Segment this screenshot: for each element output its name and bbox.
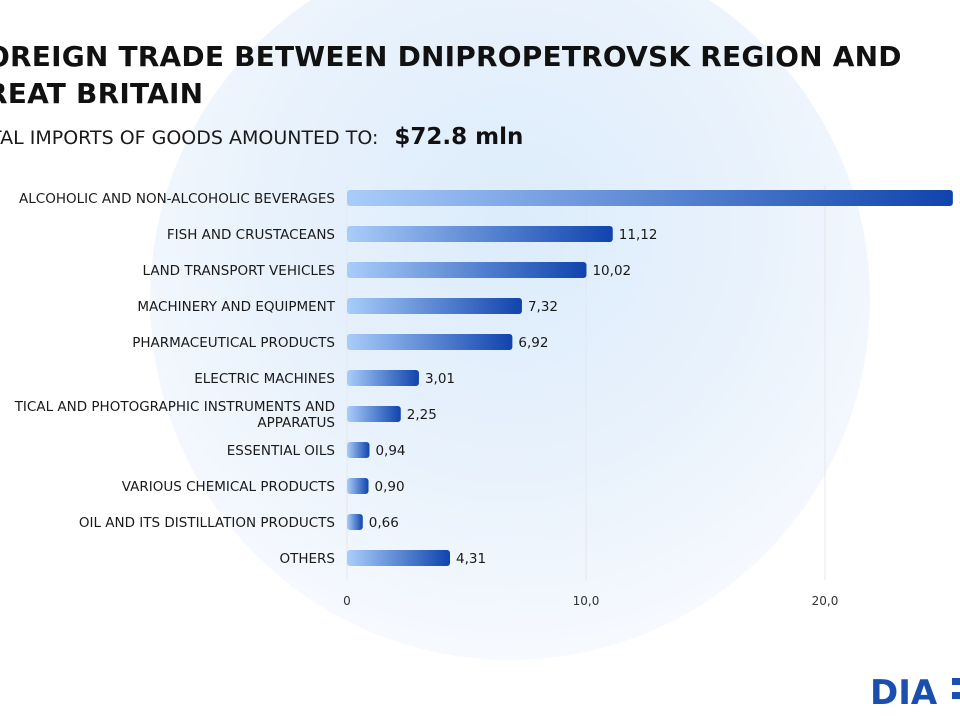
category-label: ALCOHOLIC AND NON-ALCOHOLIC BEVERAGES	[19, 191, 335, 207]
data-label: 6,92	[518, 335, 548, 351]
data-label: 7,32	[528, 299, 558, 315]
data-label: 4,31	[456, 551, 486, 567]
bar	[347, 298, 522, 314]
x-tick-label: 10,0	[573, 594, 600, 608]
subtitle: TAL IMPORTS OF GOODS AMOUNTED TO: $72.8 …	[0, 124, 523, 150]
category-label: ESSENTIAL OILS	[227, 443, 335, 459]
x-tick-label: 0	[343, 594, 351, 608]
logo-mark	[952, 692, 960, 699]
x-tick-label: 20,0	[812, 594, 839, 608]
subtitle-total-value: $72.8 mln	[394, 124, 524, 150]
subtitle-label: TAL IMPORTS OF GOODS AMOUNTED TO:	[0, 127, 379, 149]
category-label: ELECTRIC MACHINES	[194, 371, 335, 387]
data-label: 10,02	[592, 263, 631, 279]
bar	[347, 478, 369, 494]
data-label: 3,01	[425, 371, 455, 387]
category-label: TICAL AND PHOTOGRAPHIC INSTRUMENTS AND	[14, 399, 335, 415]
category-label: APPARATUS	[257, 415, 335, 431]
bar	[347, 226, 613, 242]
category-label: LAND TRANSPORT VEHICLES	[143, 263, 335, 279]
data-label: 2,25	[407, 407, 437, 423]
category-label: PHARMACEUTICAL PRODUCTS	[132, 335, 335, 351]
chart-labels: 0 10,0 20,0 ALCOHOLIC AND NON-ALCOHOLIC BEV…	[14, 191, 960, 608]
background-circle	[150, 0, 870, 660]
bar	[347, 514, 363, 530]
bar	[347, 262, 587, 278]
title-line-2: REAT BRITAIN	[0, 77, 204, 110]
category-label: VARIOUS CHEMICAL PRODUCTS	[122, 479, 335, 495]
bar	[347, 550, 451, 566]
data-label: 0,90	[375, 479, 405, 495]
title-line-1: OREIGN TRADE BETWEEN DNIPROPETROVSK REGI…	[0, 40, 902, 73]
bar	[347, 442, 370, 458]
category-label: OTHERS	[279, 551, 335, 567]
category-label: FISH AND CRUSTACEANS	[167, 227, 335, 243]
data-label: 0,94	[375, 443, 405, 459]
category-label: OIL AND ITS DISTILLATION PRODUCTS	[79, 515, 335, 531]
data-label: 0,66	[369, 515, 399, 531]
bar	[347, 370, 419, 386]
chart-bars	[347, 190, 953, 566]
category-label: MACHINERY AND EQUIPMENT	[137, 299, 335, 315]
data-label: 2	[959, 191, 960, 207]
bar	[347, 190, 953, 206]
page-title: OREIGN TRADE BETWEEN DNIPROPETROVSK REGI…	[0, 38, 902, 112]
logo-mark	[952, 678, 960, 685]
data-label: 11,12	[619, 227, 658, 243]
bar	[347, 334, 513, 350]
logo-text: DIA	[870, 673, 938, 708]
bar	[347, 406, 401, 422]
dia-logo: DIA	[870, 673, 960, 708]
